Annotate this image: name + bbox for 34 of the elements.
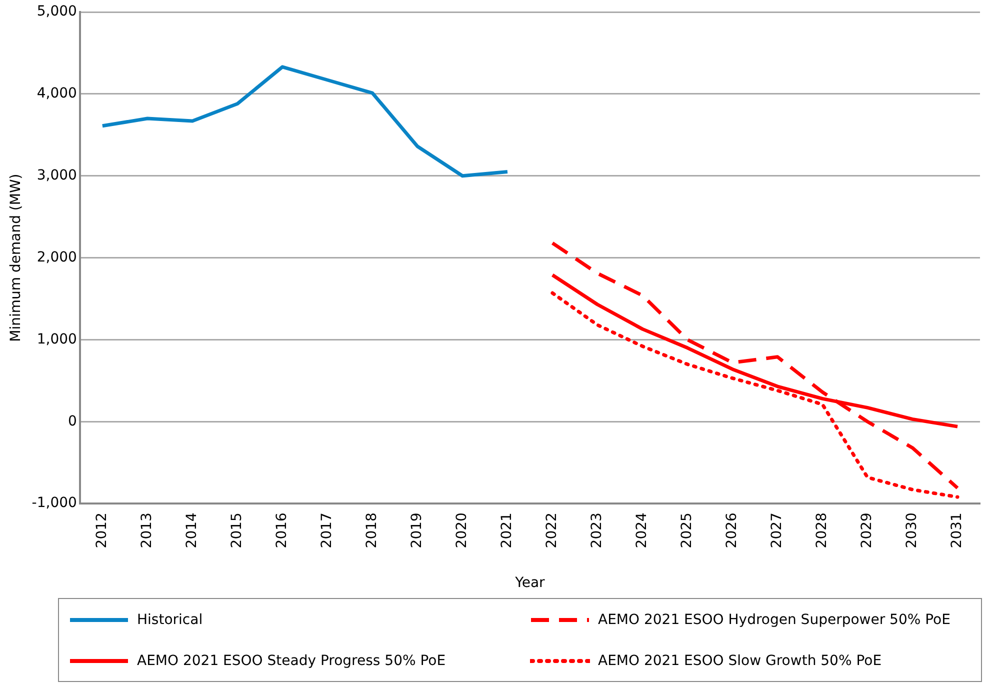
x-tick-label: 2029 (859, 512, 876, 548)
x-tick-label: 2016 (274, 512, 290, 548)
x-tick-label: 2027 (769, 512, 786, 548)
x-tick-label: 2020 (454, 512, 470, 548)
y-tick-label: 5,000 (36, 4, 77, 20)
y-axis-title: Minimum demand (MW) (8, 174, 24, 342)
x-tick-label: 2017 (319, 512, 336, 548)
x-tick-label: 2018 (364, 512, 380, 548)
y-tick-label: 0 (68, 413, 77, 430)
x-axis-title: Year (514, 575, 546, 592)
x-tick-label: 2013 (139, 512, 156, 548)
legend-label: AEMO 2021 ESOO Steady Progress 50% PoE (137, 652, 446, 668)
legend-label: AEMO 2021 ESOO Hydrogen Superpower 50% PoE (598, 612, 950, 628)
x-tick-label: 2025 (679, 512, 696, 548)
y-tick-label: 3,000 (36, 168, 77, 184)
legend-label: AEMO 2021 ESOO Slow Growth 50% PoE (598, 652, 882, 668)
x-tick-label: 2019 (409, 512, 426, 548)
x-tick-label: 2026 (724, 512, 740, 548)
y-tick-label: -1,000 (32, 495, 77, 512)
x-tick-label: 2022 (544, 512, 560, 548)
x-tick-label: 2012 (94, 512, 110, 548)
x-tick-label: 2015 (229, 512, 246, 548)
x-tick-label: 2030 (904, 512, 920, 548)
x-tick-label: 2021 (499, 512, 516, 548)
y-tick-label: 1,000 (36, 331, 77, 348)
x-tick-label: 2024 (634, 512, 650, 548)
x-tick-label: 2028 (814, 512, 830, 548)
x-tick-label: 2014 (184, 512, 200, 548)
y-tick-label: 4,000 (36, 86, 77, 102)
x-tick-label: 2023 (589, 512, 606, 548)
line-series (550, 241, 960, 490)
x-tick-label: 2031 (949, 512, 966, 548)
legend-label: Historical (137, 612, 203, 628)
y-tick-label: 2,000 (36, 249, 77, 266)
